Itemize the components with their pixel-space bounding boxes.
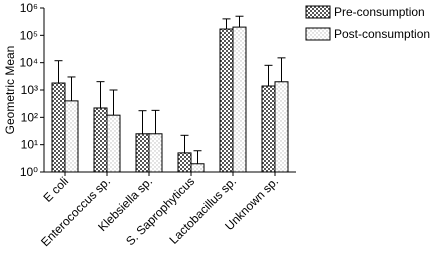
y-tick-label: 10² [21,110,38,124]
bar [51,82,66,173]
x-tick-label: E coli [40,174,71,205]
bar [106,114,121,173]
y-tick-label: 10¹ [21,138,38,152]
y-tick-label: 10⁶ [20,1,38,15]
bar [274,81,289,173]
bar [148,133,163,173]
bar [135,133,150,173]
bar [219,28,234,173]
y-tick-label: 10⁴ [19,56,38,70]
y-axis-title: Geometric Mean [3,46,17,135]
y-tick-label: 10⁵ [20,28,38,42]
bar [232,26,247,173]
legend-swatch [305,5,331,19]
bar [190,163,205,173]
bar [93,107,108,173]
bar [261,85,276,173]
y-tick-label: 10⁰ [20,165,38,179]
bar [64,100,79,173]
bar [177,152,192,173]
legend-label: Post-consumption [334,27,430,41]
legend-swatch [305,27,331,41]
legend-label: Pre-consumption [334,5,425,19]
y-tick-label: 10³ [21,83,38,97]
